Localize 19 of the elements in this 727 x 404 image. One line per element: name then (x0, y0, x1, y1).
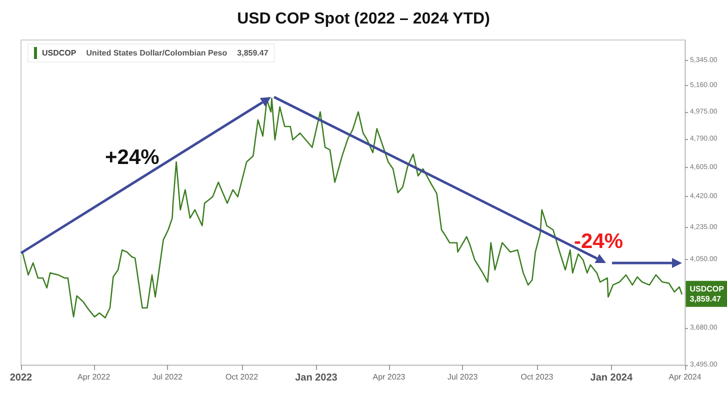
x-tick-label: Jan 2024 (590, 372, 633, 384)
x-tick-label: Oct 2022 (226, 372, 259, 382)
x-tick-label: Apr 2023 (372, 372, 406, 382)
annotation: United States Dollar/Colombian Peso (86, 48, 228, 58)
annotation: -24% (574, 230, 624, 254)
x-tick-label: Apr 2022 (78, 372, 111, 382)
x-tick-label: Jan 2023 (295, 372, 338, 384)
x-tick-label: Apr 2024 (668, 372, 702, 382)
chart-title: USD COP Spot (2022 – 2024 YTD) (237, 10, 490, 28)
annotation: +24% (105, 146, 160, 170)
annotation: 3,859.47 (237, 48, 269, 58)
x-tick-label: 2022 (10, 372, 33, 384)
line-series (22, 97, 682, 318)
legend-label: USDCOP (42, 48, 77, 58)
data-label: 3,859.47 (690, 294, 722, 304)
text: USDCOP (690, 284, 724, 294)
x-tick-label: Jul 2022 (152, 372, 184, 382)
x-tick-label: Jul 2023 (447, 372, 478, 382)
x-tick-label: Oct 2023 (520, 372, 554, 382)
